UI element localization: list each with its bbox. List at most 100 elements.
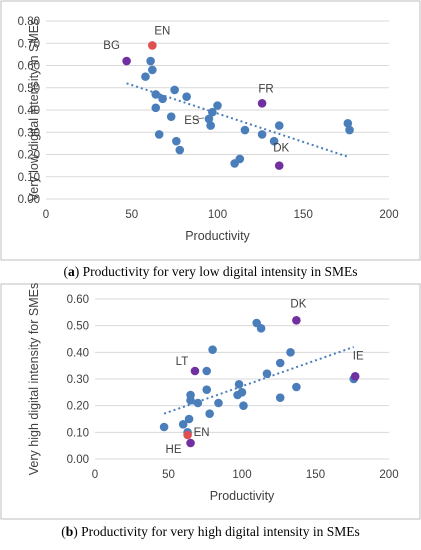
chart-a-data-point bbox=[151, 90, 161, 99]
chart-a-x-tick-label: 50 bbox=[125, 209, 138, 221]
caption-a-label: a bbox=[68, 264, 75, 279]
chart-a-data-point bbox=[175, 145, 185, 155]
chart-b-y-tick-label: 0.60 bbox=[67, 294, 89, 306]
caption-a: (a) Productivity for very low digital in… bbox=[63, 264, 358, 279]
chart-b-data-point bbox=[234, 380, 244, 389]
chart-a-data-point bbox=[257, 130, 267, 139]
chart-b-data-point bbox=[208, 345, 217, 354]
chart-b-x-tick-label: 50 bbox=[162, 469, 175, 481]
chart-a-data-point bbox=[148, 65, 157, 75]
chart-b-data-point bbox=[292, 382, 301, 392]
chart-b-frame bbox=[0, 283, 421, 520]
chart-b-x-tick-label: 0 bbox=[92, 469, 98, 481]
chart-b-trendline bbox=[163, 346, 355, 415]
chart-a-data-point bbox=[148, 41, 157, 50]
chart-panel-a: 0.00 0.10 0.20 0.30 0.40 0.50 0.60 0.70 0.80 0 50 1… bbox=[0, 0, 421, 279]
chart-b-data-point bbox=[237, 388, 247, 397]
chart-b-data-point bbox=[205, 409, 214, 418]
chart-b-y-tick-label: 0.10 bbox=[67, 427, 89, 439]
chart-b-data-point bbox=[292, 316, 301, 325]
chart-a-data-point bbox=[208, 107, 217, 117]
chart-a-annotation-label: DK bbox=[273, 143, 289, 155]
chart-a-data-point bbox=[154, 130, 164, 139]
chart-a-x-tick-label: 150 bbox=[294, 209, 313, 221]
chart-b-x-tick-label: 100 bbox=[232, 469, 251, 481]
caption-b-text: Productivity for very high digital inten… bbox=[81, 524, 360, 539]
chart-a-y-tick-label: 0.60 bbox=[18, 61, 40, 73]
chart-a-annotation-label: EN bbox=[154, 25, 170, 37]
chart-a-annotation-label: FR bbox=[258, 83, 273, 95]
chart-b-data-point bbox=[186, 396, 195, 405]
chart-a-y-axis-title: Very low digital intensity in SMEs bbox=[27, 19, 41, 202]
chart-a-annotation-label: ES bbox=[184, 115, 200, 127]
chart-a-data-point bbox=[274, 161, 284, 170]
chart-a-data-point bbox=[345, 125, 354, 135]
chart-a-y-tick-label: 0.70 bbox=[18, 38, 40, 50]
chart-a-y-tick-label: 0.40 bbox=[18, 105, 40, 117]
chart-a-data-point bbox=[146, 56, 155, 66]
chart-b-data-point bbox=[202, 385, 212, 394]
chart-a-trendline bbox=[126, 82, 349, 158]
chart-b-x-tick-label: 150 bbox=[306, 469, 325, 481]
chart-b-annotation-label: IE bbox=[353, 350, 364, 362]
chart-b-data-point bbox=[214, 398, 223, 408]
chart-b-data-point bbox=[239, 401, 248, 410]
chart-b-x-tick-label: 200 bbox=[379, 469, 398, 481]
chart-a-data-point bbox=[158, 94, 167, 104]
chart-b-data-point bbox=[350, 372, 360, 381]
chart-b-data-point bbox=[159, 422, 169, 432]
chart-a-data-point bbox=[235, 154, 245, 164]
chart-a-data-point bbox=[274, 121, 284, 130]
chart-a-x-tick-label: 0 bbox=[43, 209, 49, 221]
chart-a-data-point bbox=[141, 72, 150, 81]
chart-a-data-point bbox=[213, 101, 222, 110]
chart-a-y-tick-label: 0.50 bbox=[18, 83, 40, 95]
chart-b-data-point bbox=[286, 348, 295, 357]
chart-a-data-point bbox=[257, 99, 267, 108]
chart-b-annotation-label: HE bbox=[166, 444, 182, 456]
chart-b-data-point bbox=[178, 420, 188, 429]
chart-a-y-tick-label: 0.30 bbox=[18, 127, 40, 139]
chart-b-data-point bbox=[256, 324, 266, 333]
chart-b-data-point bbox=[183, 430, 192, 440]
chart-b-x-axis-title: Productivity bbox=[210, 489, 275, 503]
chart-a-svg: 0.00 0.10 0.20 0.30 0.40 0.50 0.60 0.70 0.80 0 50 1… bbox=[0, 0, 421, 261]
chart-a-y-tick-label: 0.80 bbox=[18, 16, 40, 28]
chart-a-x-tick-label: 100 bbox=[208, 209, 227, 221]
chart-b-annotation-label: DK bbox=[290, 298, 306, 310]
chart-b-annotation-label: LT bbox=[176, 356, 189, 368]
chart-b-data-point bbox=[186, 438, 195, 448]
chart-a-data-point bbox=[151, 103, 161, 113]
chart-a-data-point bbox=[172, 136, 181, 146]
chart-b-data-point bbox=[275, 393, 285, 402]
chart-a-data-point bbox=[240, 125, 250, 135]
chart-b-y-tick-label: 0.50 bbox=[67, 321, 89, 333]
caption-b: (b) Productivity for very high digital i… bbox=[61, 524, 360, 539]
chart-a-data-point bbox=[182, 92, 191, 101]
chart-b-data-point bbox=[193, 398, 203, 408]
chart-b-y-axis-title: Very high digital intensity for SMEs bbox=[27, 283, 41, 475]
chart-b-data-point bbox=[202, 366, 212, 376]
chart-a-frame bbox=[0, 0, 421, 261]
caption-a-text: Productivity for very low digital intens… bbox=[82, 264, 358, 279]
chart-b-data-point bbox=[184, 414, 194, 424]
chart-b-y-tick-label: 0.00 bbox=[67, 454, 89, 466]
chart-a-data-point bbox=[343, 119, 353, 128]
chart-a-data-point bbox=[269, 136, 279, 146]
chart-a-y-tick-label: 0.20 bbox=[18, 150, 40, 162]
chart-a-y-tick-label: 0.10 bbox=[18, 172, 40, 184]
chart-a-data-point bbox=[166, 112, 176, 121]
chart-a-data-point bbox=[204, 114, 214, 124]
chart-a-y-tick-label: 0.00 bbox=[18, 194, 40, 206]
chart-b-data-point bbox=[262, 369, 272, 378]
chart-b-y-tick-label: 0.20 bbox=[67, 401, 89, 413]
chart-b-data-point bbox=[275, 358, 285, 368]
chart-b-y-tick-label: 0.40 bbox=[67, 347, 89, 359]
chart-a-data-point bbox=[170, 85, 179, 95]
chart-a-data-point bbox=[122, 56, 131, 66]
chart-b-data-point bbox=[190, 366, 200, 376]
caption-b-label: b bbox=[65, 524, 74, 539]
chart-panel-b: 0.00 0.10 0.20 0.30 0.40 0.50 0.60 0 50 100 150 200… bbox=[0, 283, 421, 550]
chart-b-svg: 0.00 0.10 0.20 0.30 0.40 0.50 0.60 0 50 100 150 200… bbox=[0, 283, 421, 520]
chart-a-annotation-leader bbox=[192, 117, 204, 121]
